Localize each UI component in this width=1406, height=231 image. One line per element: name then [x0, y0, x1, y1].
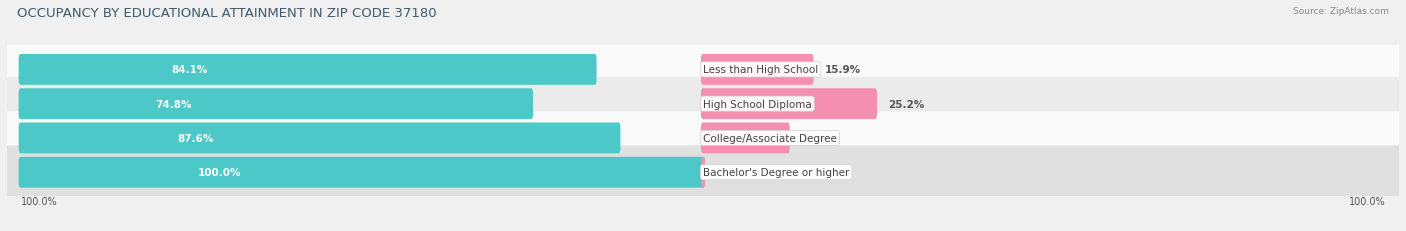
Text: 74.8%: 74.8% [155, 99, 191, 109]
FancyBboxPatch shape [702, 123, 790, 154]
FancyBboxPatch shape [3, 112, 1403, 165]
FancyBboxPatch shape [702, 157, 704, 188]
Text: 100.0%: 100.0% [21, 196, 58, 206]
FancyBboxPatch shape [3, 43, 1403, 97]
FancyBboxPatch shape [3, 78, 1403, 131]
FancyBboxPatch shape [18, 89, 533, 120]
FancyBboxPatch shape [18, 157, 704, 188]
FancyBboxPatch shape [702, 55, 814, 85]
Text: 84.1%: 84.1% [172, 65, 207, 75]
FancyBboxPatch shape [18, 123, 620, 154]
Text: 100.0%: 100.0% [198, 167, 242, 177]
Text: College/Associate Degree: College/Associate Degree [703, 133, 837, 143]
Text: Less than High School: Less than High School [703, 65, 818, 75]
Text: OCCUPANCY BY EDUCATIONAL ATTAINMENT IN ZIP CODE 37180: OCCUPANCY BY EDUCATIONAL ATTAINMENT IN Z… [17, 7, 436, 20]
FancyBboxPatch shape [702, 89, 877, 120]
Text: 87.6%: 87.6% [177, 133, 214, 143]
Text: Source: ZipAtlas.com: Source: ZipAtlas.com [1294, 7, 1389, 16]
FancyBboxPatch shape [3, 146, 1403, 199]
FancyBboxPatch shape [18, 55, 596, 85]
Text: 25.2%: 25.2% [889, 99, 925, 109]
Text: 15.9%: 15.9% [825, 65, 862, 75]
Text: High School Diploma: High School Diploma [703, 99, 811, 109]
Text: 12.4%: 12.4% [801, 133, 838, 143]
Text: 0.0%: 0.0% [717, 167, 745, 177]
Text: Bachelor's Degree or higher: Bachelor's Degree or higher [703, 167, 849, 177]
Text: 100.0%: 100.0% [1348, 196, 1385, 206]
